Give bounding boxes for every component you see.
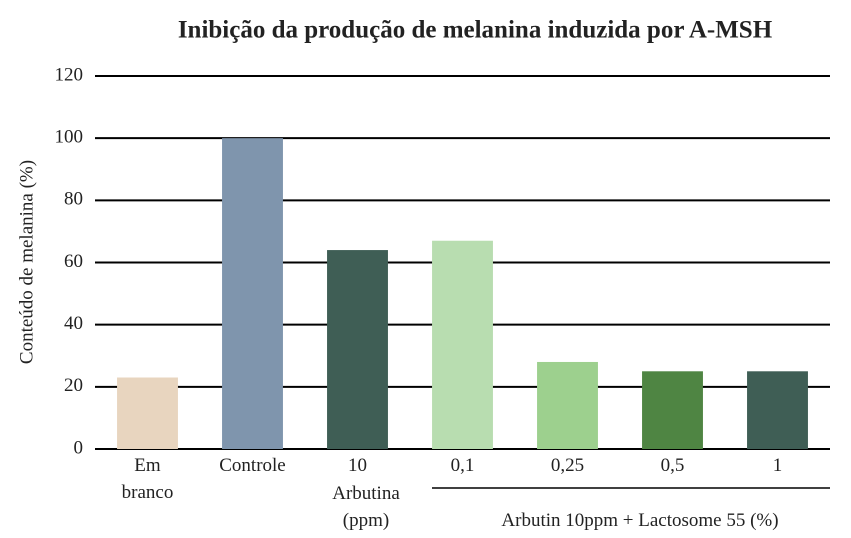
bar [642,371,703,449]
bar [432,240,493,449]
y-axis-label: Conteúdo de melanina (%) [16,160,37,364]
annotation: Arbutin 10ppm + Lactosome 55 (%) [501,510,779,531]
y-tick-label: 80 [64,189,83,210]
bar [117,377,178,449]
chart-title: Inibição da produção de melanina induzid… [178,17,773,44]
x-tick-label: 0,5 [660,455,685,476]
x-tick-label: 1 [772,455,783,476]
x-tick-label: Controle [219,455,286,476]
x-tick-label: Em branco [121,455,174,503]
annotation: Arbutina (ppm) [332,483,400,531]
y-tick-label: 100 [55,127,84,148]
y-tick-label: 120 [55,64,84,85]
y-tick-label: 20 [64,375,83,396]
x-tick-label: 0,25 [550,455,585,476]
y-tick-label: 60 [64,251,83,272]
bar [222,138,283,449]
bar [747,371,808,449]
x-tick-label: 0,1 [450,455,475,476]
y-tick-label: 40 [64,313,83,334]
bar [537,361,598,449]
y-tick-label: 0 [74,437,84,458]
x-tick-label: 10 [348,455,367,476]
bar [327,250,388,449]
